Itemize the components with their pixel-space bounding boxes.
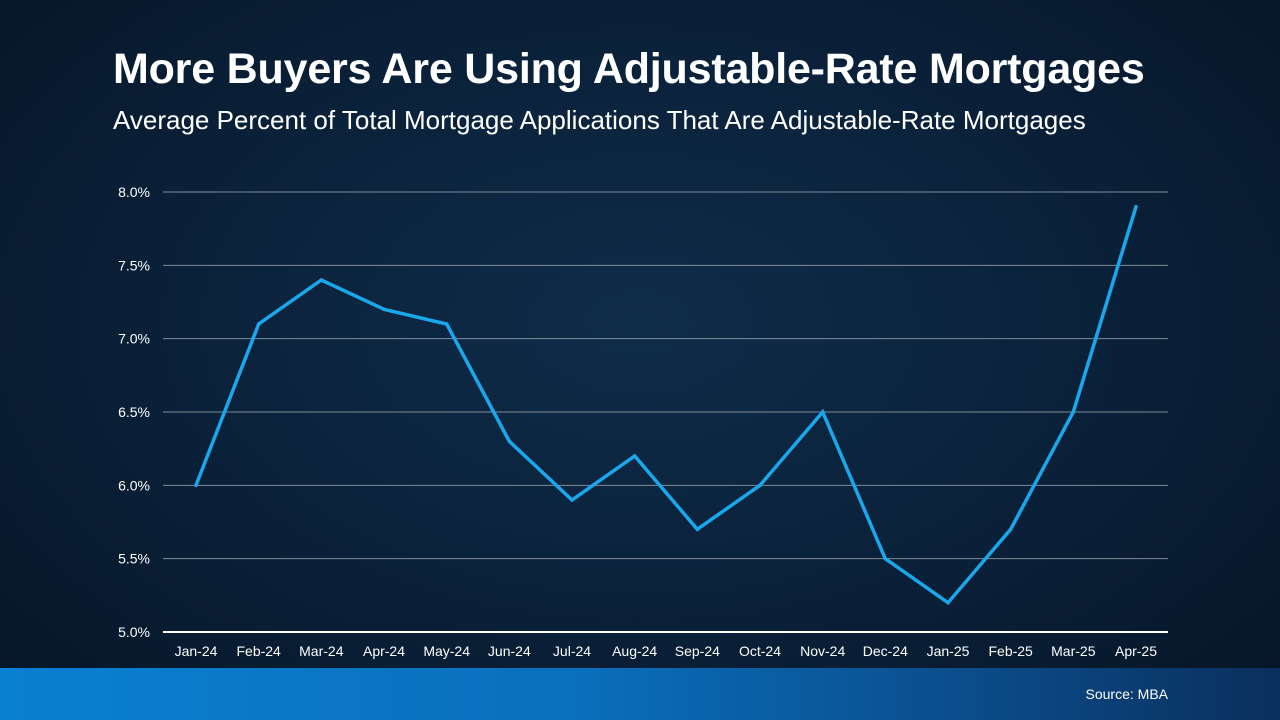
x-tick-label: Apr-24 xyxy=(363,643,405,659)
y-tick-label: 7.5% xyxy=(118,257,150,273)
x-tick-label: Feb-25 xyxy=(988,643,1033,659)
data-point xyxy=(256,322,261,326)
y-tick-label: 8.0% xyxy=(118,184,150,200)
data-point xyxy=(507,439,512,444)
footer-bar xyxy=(0,668,1280,720)
data-point xyxy=(444,322,449,326)
x-tick-label: Sep-24 xyxy=(675,643,720,659)
x-tick-label: Mar-24 xyxy=(299,643,344,659)
line-chart: 5.0% 5.5% 6.0% 6.5% 7.0% 7.5% 8.0% Jan-24 Feb-24… xyxy=(118,184,1168,659)
x-tick-label: May-24 xyxy=(423,643,470,659)
data-point xyxy=(632,454,637,458)
data-point xyxy=(883,556,888,561)
data-point xyxy=(946,600,950,605)
y-tick-label: 6.5% xyxy=(118,404,150,420)
x-tick-label: Apr-25 xyxy=(1115,643,1157,659)
data-point xyxy=(695,527,700,532)
x-tick-label: Feb-24 xyxy=(236,643,281,659)
chart-subtitle: Average Percent of Total Mortgage Applic… xyxy=(113,105,1086,135)
source-label: Source: MBA xyxy=(1085,686,1168,702)
y-tick-label: 5.0% xyxy=(118,624,150,640)
x-tick-label: Jan-24 xyxy=(175,643,218,659)
data-point xyxy=(382,307,386,312)
data-point xyxy=(194,483,198,488)
x-tick-label: Oct-24 xyxy=(739,643,781,659)
data-point xyxy=(1134,204,1138,209)
x-tick-label: Jun-24 xyxy=(488,643,531,659)
x-tick-label: Mar-25 xyxy=(1051,643,1096,659)
data-point xyxy=(820,410,825,414)
x-tick-label: Jan-25 xyxy=(927,643,970,659)
x-tick-label: Nov-24 xyxy=(800,643,845,659)
data-point xyxy=(319,278,324,282)
data-point xyxy=(1008,527,1013,532)
chart-title: More Buyers Are Using Adjustable-Rate Mo… xyxy=(113,45,1145,93)
y-tick-label: 7.0% xyxy=(118,331,150,347)
x-tick-label: Jul-24 xyxy=(553,643,591,659)
data-point xyxy=(758,483,762,488)
x-tick-label: Dec-24 xyxy=(863,643,908,659)
data-point xyxy=(570,498,574,502)
series-line xyxy=(194,204,1138,606)
data-point xyxy=(1071,410,1076,414)
y-tick-label: 6.0% xyxy=(118,477,150,493)
y-tick-label: 5.5% xyxy=(118,551,150,567)
x-tick-label: Aug-24 xyxy=(612,643,657,659)
